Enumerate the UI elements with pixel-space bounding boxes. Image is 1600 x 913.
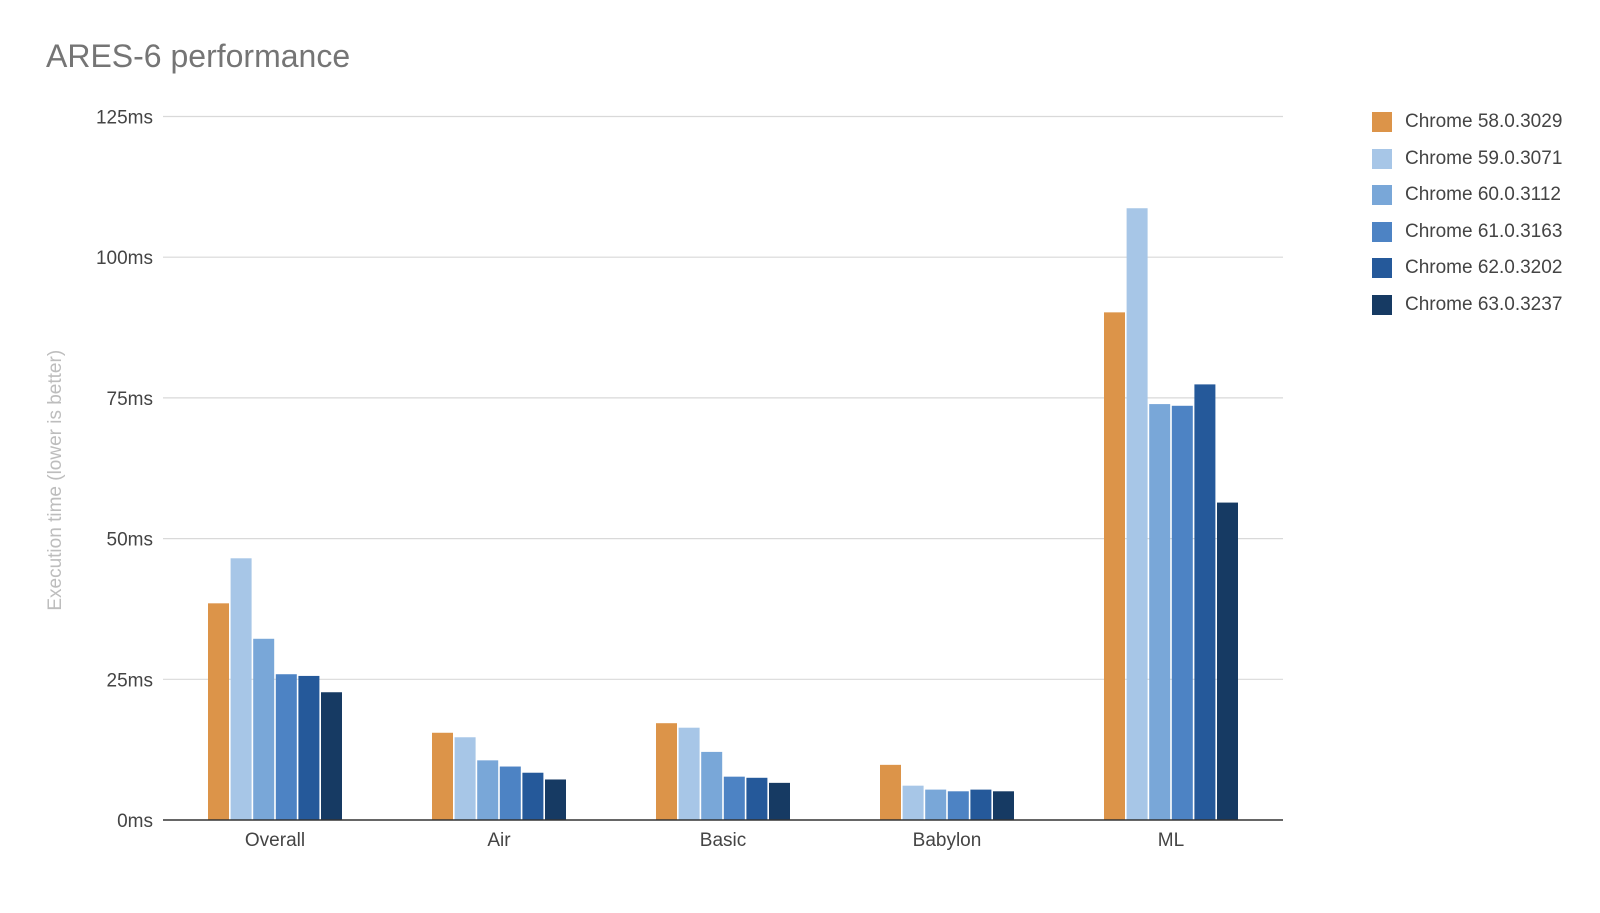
- bar: [678, 727, 700, 820]
- legend-item: Chrome 62.0.3202: [1372, 250, 1592, 287]
- legend-swatch: [1372, 221, 1392, 242]
- y-tick-label: 0ms: [117, 811, 153, 832]
- legend-item: Chrome 58.0.3029: [1372, 104, 1592, 141]
- legend-item: Chrome 63.0.3237: [1372, 287, 1592, 324]
- bar: [925, 789, 947, 820]
- x-tick-label: Babylon: [913, 830, 982, 851]
- legend-swatch: [1372, 112, 1392, 133]
- bar: [1171, 405, 1193, 820]
- bar: [656, 723, 677, 820]
- legend-label: Chrome 58.0.3029: [1405, 111, 1563, 133]
- bar: [1104, 312, 1125, 820]
- bar: [947, 791, 969, 820]
- legend: Chrome 58.0.3029 Chrome 59.0.3071 Chrome 6…: [1372, 104, 1592, 323]
- legend-swatch: [1372, 148, 1392, 169]
- legend-label: Chrome 62.0.3202: [1405, 257, 1563, 279]
- bar: [298, 675, 320, 820]
- bar: [1149, 404, 1171, 820]
- legend-item: Chrome 59.0.3071: [1372, 141, 1592, 178]
- bar: [902, 785, 924, 820]
- y-axis-label: Execution time (lower is better): [45, 350, 66, 611]
- bar: [746, 777, 768, 820]
- bar: [477, 760, 499, 820]
- x-tick-label: Basic: [700, 830, 746, 851]
- bar: [454, 737, 476, 820]
- bar: [723, 776, 745, 820]
- y-tick-label: 25ms: [107, 670, 153, 691]
- bar: [993, 791, 1014, 820]
- bar: [1194, 384, 1216, 820]
- bar: [769, 782, 790, 820]
- x-tick-label: Air: [487, 830, 511, 851]
- bar: [880, 764, 901, 820]
- y-tick-label: 50ms: [107, 530, 153, 551]
- bar: [499, 766, 521, 820]
- bar: [970, 789, 992, 820]
- bar: [321, 692, 342, 820]
- x-tick-label: ML: [1158, 830, 1184, 851]
- x-tick-label: Overall: [245, 830, 305, 851]
- legend-swatch: [1372, 294, 1392, 315]
- bar: [1217, 502, 1238, 820]
- bar-chart: 0ms 25ms 50ms 75ms 100ms 125ms Execution time …: [45, 108, 1283, 851]
- chart-title: ARES-6 performance: [46, 38, 351, 74]
- bar: [253, 638, 275, 820]
- legend-label: Chrome 59.0.3071: [1405, 147, 1563, 169]
- bar: [522, 772, 544, 820]
- legend-swatch: [1372, 258, 1392, 279]
- legend-label: Chrome 61.0.3163: [1405, 220, 1563, 242]
- y-tick-label: 125ms: [96, 108, 153, 129]
- bar: [208, 603, 229, 820]
- legend-item: Chrome 60.0.3112: [1372, 177, 1592, 214]
- y-tick-label: 75ms: [107, 389, 153, 410]
- legend-swatch: [1372, 185, 1392, 206]
- bar: [1126, 208, 1148, 821]
- legend-item: Chrome 61.0.3163: [1372, 214, 1592, 251]
- legend-label: Chrome 60.0.3112: [1405, 184, 1561, 206]
- bar: [432, 732, 453, 820]
- bar: [275, 674, 297, 820]
- bar: [230, 558, 252, 820]
- legend-label: Chrome 63.0.3237: [1405, 293, 1563, 315]
- bar: [701, 751, 723, 820]
- y-tick-label: 100ms: [96, 248, 153, 269]
- bar: [545, 779, 566, 820]
